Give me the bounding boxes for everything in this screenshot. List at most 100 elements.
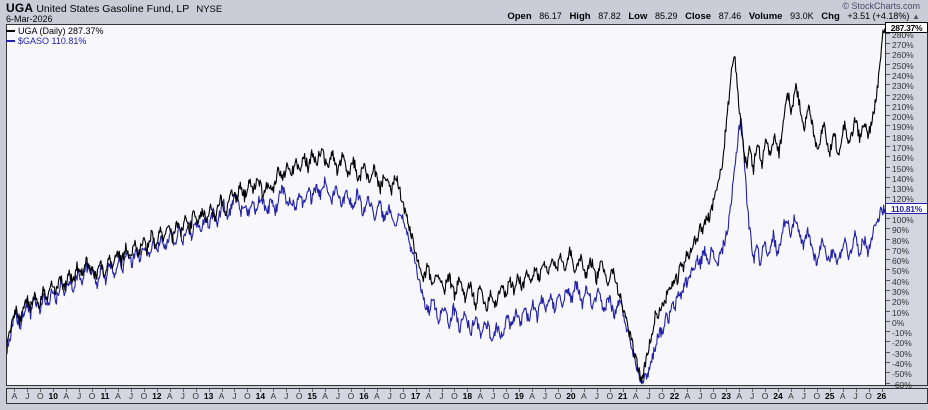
y-axis-tick-label: 80% bbox=[892, 235, 910, 246]
change-label: Chg bbox=[821, 11, 840, 22]
x-axis-tick-mark-icon bbox=[635, 389, 637, 392]
y-axis-tick-mark-icon bbox=[886, 145, 890, 147]
x-axis-tick-mark-icon bbox=[558, 389, 559, 392]
y-axis-price-tag: 287.37% bbox=[885, 21, 928, 33]
x-axis-tick-label: 23 bbox=[721, 391, 731, 401]
x-axis-tick-mark-icon bbox=[66, 389, 68, 392]
close-value: 87.46 bbox=[718, 11, 742, 21]
x-axis-tick-label: 19 bbox=[514, 391, 524, 401]
y-axis-tick-mark-icon bbox=[886, 115, 890, 117]
x-axis-tick-label: O bbox=[761, 391, 769, 401]
chart-date: 6-Mar-2026 bbox=[6, 14, 53, 24]
y-axis-tick-mark-icon bbox=[886, 135, 890, 137]
low-label: Low bbox=[628, 11, 648, 22]
x-axis-tick-label: A bbox=[788, 391, 794, 401]
x-axis-tick-mark-icon bbox=[130, 389, 132, 392]
x-axis-tick-mark-icon bbox=[169, 389, 171, 392]
x-axis-tick-label: A bbox=[529, 391, 535, 401]
x-axis-tick-label: O bbox=[451, 391, 458, 401]
x-axis-left-cap bbox=[0, 388, 6, 404]
y-axis-tick-label: 150% bbox=[892, 163, 914, 174]
x-axis-tick-mark-icon bbox=[700, 389, 702, 392]
x-axis-tick-mark-icon bbox=[842, 389, 844, 392]
x-axis-tick-mark-icon bbox=[92, 389, 94, 392]
y-axis-tick: 140% bbox=[886, 174, 928, 185]
y-axis-tick-mark-icon bbox=[886, 259, 890, 261]
y-axis-tick-label: 130% bbox=[892, 184, 914, 195]
y-axis-tick: 270% bbox=[886, 40, 928, 51]
x-axis-tick-mark-icon bbox=[570, 389, 572, 392]
x-axis-tick-label: 20 bbox=[566, 391, 576, 401]
y-axis-tick-label: 210% bbox=[892, 101, 914, 112]
x-axis-tick-mark-icon bbox=[454, 389, 456, 392]
y-axis-tick-label: -20% bbox=[892, 338, 912, 349]
y-axis-tick: 0% bbox=[886, 318, 928, 329]
x-axis-tick-mark-icon bbox=[467, 389, 469, 392]
legend-item: UGA (Daily) 287.37% bbox=[6, 26, 104, 36]
x-axis-tick-mark-icon bbox=[299, 389, 301, 392]
y-axis-tick: 20% bbox=[886, 297, 928, 308]
x-axis-tick-label: 16 bbox=[359, 391, 369, 401]
x-axis-tick-label: O bbox=[88, 391, 96, 401]
y-axis-tick: 180% bbox=[886, 133, 928, 144]
y-axis-tick: -50% bbox=[886, 369, 928, 380]
x-axis-tick-mark-icon bbox=[674, 389, 676, 392]
y-axis-tick-mark-icon bbox=[886, 331, 890, 333]
x-axis-tick-label: O bbox=[244, 391, 251, 401]
y-axis-tick-mark-icon bbox=[886, 73, 890, 75]
y-axis-tick-mark-icon bbox=[886, 372, 890, 374]
x-axis-tick-label: 18 bbox=[462, 391, 473, 401]
y-axis-tick-mark-icon bbox=[886, 341, 890, 343]
y-axis[interactable]: 280% 270% 260% 250% 240% 230% 220% 210% 200% 190%… bbox=[885, 21, 928, 390]
y-axis-tick-mark-icon bbox=[886, 300, 890, 302]
x-axis-tick-label: O bbox=[295, 391, 303, 401]
x-axis-tick-mark-icon bbox=[156, 389, 158, 392]
x-axis-tick-label: J bbox=[284, 391, 289, 401]
y-axis-tick-mark-icon bbox=[886, 166, 890, 168]
legend-line-swatch-icon bbox=[6, 30, 15, 32]
y-axis-tick-label: 0% bbox=[892, 317, 905, 328]
x-axis-tick-label: O bbox=[37, 391, 44, 401]
x-axis[interactable]: A J O 10 A J O 11 A J O 12 A J O 13 A J O 14 A J O 15 A J O 16 A J O 17… bbox=[6, 388, 928, 404]
x-axis-tick-label: A bbox=[115, 391, 121, 401]
y-axis-tick-label: 120% bbox=[892, 194, 914, 205]
chart-plot-area[interactable] bbox=[6, 24, 886, 386]
x-axis-tick-label: A bbox=[477, 391, 484, 401]
x-axis-tick-mark-icon bbox=[545, 389, 547, 392]
y-axis-tick-mark-icon bbox=[886, 310, 890, 312]
high-label: High bbox=[569, 11, 591, 22]
open-label: Open bbox=[507, 11, 532, 22]
y-axis-tick-label: -40% bbox=[892, 358, 912, 369]
y-axis-tick: 10% bbox=[886, 308, 928, 319]
y-axis-tick-label: 190% bbox=[892, 122, 914, 133]
y-axis-tick-label: 140% bbox=[892, 173, 914, 184]
y-axis-tick-mark-icon bbox=[886, 351, 890, 353]
y-axis-tick-mark-icon bbox=[886, 63, 890, 65]
x-axis-tick-mark-icon bbox=[609, 389, 611, 392]
y-axis-tick-mark-icon bbox=[886, 269, 890, 271]
y-axis-tick-label: 220% bbox=[892, 91, 914, 102]
y-axis-tick-mark-icon bbox=[886, 361, 890, 363]
y-axis-tick-label: 270% bbox=[892, 40, 914, 51]
y-axis-tick-label: -30% bbox=[892, 348, 912, 359]
legend-item-label: UGA (Daily) 287.37% bbox=[18, 26, 104, 36]
high-value: 87.82 bbox=[598, 11, 621, 21]
y-axis-tick: 170% bbox=[886, 143, 928, 154]
x-axis-tick-label: J bbox=[439, 391, 444, 401]
y-axis-tick-label: 170% bbox=[892, 142, 914, 153]
x-axis-tick-label: O bbox=[658, 391, 665, 401]
x-axis-tick-label: A bbox=[63, 391, 70, 401]
y-axis-tick: 30% bbox=[886, 287, 928, 298]
y-axis-tick-mark-icon bbox=[886, 94, 890, 96]
y-axis-tick: 240% bbox=[886, 71, 928, 82]
y-axis-tick: 100% bbox=[886, 215, 928, 226]
y-axis-tick-label: 160% bbox=[892, 153, 914, 164]
y-axis-tick: 200% bbox=[886, 112, 928, 123]
y-axis-tick-mark-icon bbox=[886, 125, 890, 127]
x-axis-tick-label: O bbox=[865, 391, 872, 401]
x-axis-tick-mark-icon bbox=[648, 389, 650, 392]
y-axis-tick: 80% bbox=[886, 236, 928, 247]
y-axis-tick-mark-icon bbox=[886, 104, 890, 106]
x-axis-tick-label: A bbox=[166, 391, 173, 401]
x-axis-tick-label: A bbox=[373, 391, 380, 401]
